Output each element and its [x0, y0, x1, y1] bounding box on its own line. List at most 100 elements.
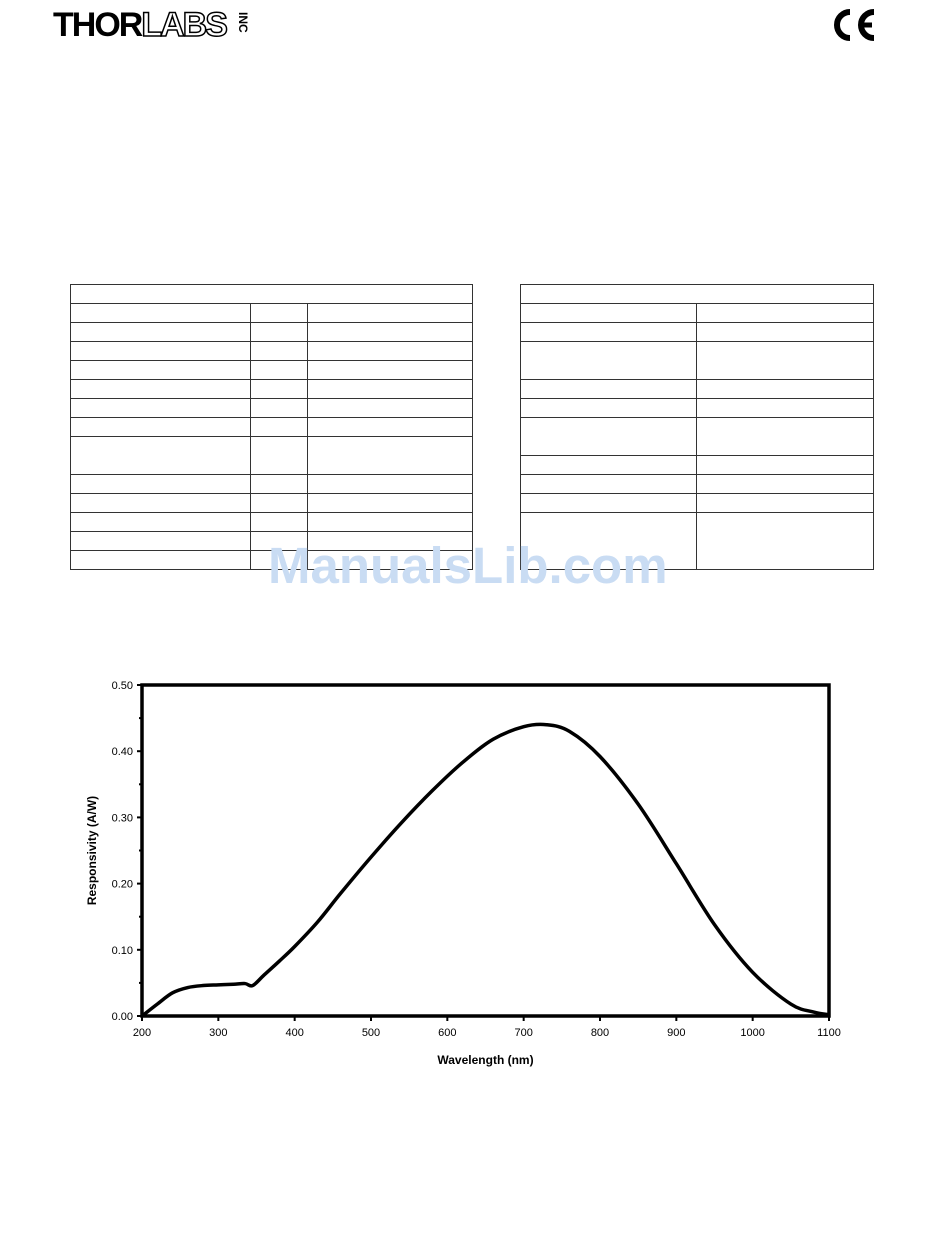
table-cell [696, 303, 874, 323]
x-tick-label: 300 [209, 1027, 227, 1039]
table-cell [70, 303, 251, 323]
table-cell [306, 512, 474, 532]
table-cell [70, 379, 251, 399]
x-tick-label: 900 [667, 1027, 685, 1039]
table-cell [520, 303, 697, 323]
table-cell [70, 341, 251, 361]
table-cell [250, 341, 308, 361]
table-cell [70, 417, 251, 437]
table-cell [520, 341, 697, 380]
y-tick-label: 0.10 [112, 945, 133, 957]
x-axis-title: Wavelength (nm) [437, 1053, 533, 1067]
watermark-text: ManualsLib.com [268, 537, 668, 594]
plot-frame [140, 683, 831, 1018]
table-cell [520, 379, 697, 399]
table-cell [69, 284, 474, 304]
table-row [520, 474, 874, 494]
table-cell [696, 512, 874, 570]
table-cell [250, 512, 308, 532]
table-cell [520, 322, 697, 342]
table-cell [306, 417, 474, 437]
ce-mark-icon [830, 8, 878, 47]
table-cell [70, 474, 251, 494]
x-tick-label: 800 [591, 1027, 609, 1039]
x-tick-label: 600 [438, 1027, 456, 1039]
table-cell [70, 493, 251, 513]
table-row [70, 341, 474, 361]
table-cell [70, 436, 251, 475]
y-tick-label: 0.50 [112, 680, 133, 692]
table-row [520, 322, 874, 342]
table-row [520, 493, 874, 513]
y-tick-label: 0.20 [112, 879, 133, 891]
table-cell [520, 493, 697, 513]
x-tick-label: 700 [514, 1027, 532, 1039]
logo-suffix-text: INC [235, 12, 250, 33]
table-cell [306, 398, 474, 418]
table-cell [306, 360, 474, 380]
table-cell [696, 455, 874, 475]
table-cell [306, 550, 474, 570]
table-row [70, 512, 474, 532]
table-cell [696, 493, 874, 513]
table-row [70, 303, 474, 323]
table-cell [70, 550, 251, 570]
table-row [520, 512, 874, 570]
table-cell [696, 341, 874, 380]
table-cell [520, 512, 697, 570]
table-row [70, 417, 474, 437]
table-cell [250, 379, 308, 399]
table-row [70, 550, 474, 570]
table-row [70, 493, 474, 513]
table-cell [306, 303, 474, 323]
y-axis-title: Responsivity (A/W) [85, 796, 99, 905]
table-row [70, 360, 474, 380]
specifications-table-left [69, 284, 474, 570]
table-cell [306, 436, 474, 475]
table-cell [70, 322, 251, 342]
y-tick-label: 0.30 [112, 812, 133, 824]
table-cell [696, 398, 874, 418]
table-cell [250, 360, 308, 380]
x-tick-label: 1100 [817, 1027, 841, 1039]
specifications-table-right [520, 284, 874, 570]
x-tick-label: 500 [362, 1027, 380, 1039]
x-tick-label: 200 [133, 1027, 151, 1039]
y-tick-label: 0.00 [112, 1011, 133, 1023]
table-cell [520, 417, 697, 456]
logo-main-text: THOR [53, 6, 143, 44]
table-cell [70, 398, 251, 418]
table-cell [696, 417, 874, 456]
table-row [520, 284, 874, 304]
responsivity-chart: 0.00 0.10 0.20 0.30 0.40 0.50 200 300 400 500 600 7… [85, 680, 841, 1067]
table-row [70, 398, 474, 418]
table-row [520, 417, 874, 456]
table-row [520, 303, 874, 323]
table-cell [696, 379, 874, 399]
table-cell [306, 341, 474, 361]
responsivity-curve [140, 722, 830, 1018]
table-row [520, 455, 874, 475]
table-cell [696, 474, 874, 494]
table-row [70, 379, 474, 399]
table-cell [520, 474, 697, 494]
y-tick-label: 0.40 [112, 746, 133, 758]
table-cell [70, 512, 251, 532]
table-cell [306, 474, 474, 494]
table-cell [250, 303, 308, 323]
table-cell [70, 360, 251, 380]
table-row [70, 474, 474, 494]
table-row [70, 531, 474, 551]
table-cell [250, 398, 308, 418]
table-cell [250, 474, 308, 494]
x-tick-label: 400 [285, 1027, 303, 1039]
table-cell [250, 436, 308, 475]
x-tick-label: 1000 [740, 1027, 764, 1039]
table-cell [250, 417, 308, 437]
table-cell [70, 531, 251, 551]
table-cell [250, 493, 308, 513]
table-row [520, 341, 874, 380]
table-cell [696, 322, 874, 342]
table-cell [306, 493, 474, 513]
thorlabs-logo: THOR LABS INC [53, 6, 250, 44]
